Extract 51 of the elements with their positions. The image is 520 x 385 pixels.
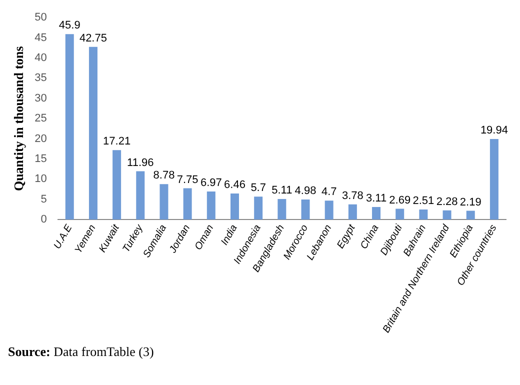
bar: [136, 171, 145, 220]
bar: [396, 208, 404, 220]
data-label: 5.7: [250, 182, 266, 194]
data-label: 3.11: [366, 192, 387, 205]
data-label: 45.9: [58, 20, 80, 32]
bar: [466, 210, 475, 220]
data-label: 2.28: [436, 196, 458, 208]
y-tick-label: 50: [34, 12, 47, 24]
y-tick-label: 45: [34, 32, 47, 44]
bar: [160, 184, 168, 220]
data-label: 11.96: [127, 156, 154, 169]
bar: [206, 191, 216, 220]
bar: [490, 139, 498, 220]
data-label: 7.75: [176, 174, 198, 186]
y-tick-label: 5: [40, 193, 47, 206]
bar: [65, 34, 74, 220]
data-label: 42.75: [79, 32, 107, 44]
bar: [230, 194, 239, 220]
bar: [88, 46, 98, 220]
data-label: 4.7: [321, 186, 337, 198]
y-axis-title: Quantity in thousand tons: [11, 46, 26, 192]
data-label: 2.51: [412, 195, 434, 207]
bar: [183, 188, 192, 220]
y-tick-label: 0: [40, 214, 47, 226]
bar: [324, 200, 334, 220]
bar: [372, 207, 381, 220]
data-label: 5.11: [272, 184, 292, 196]
y-tick-label: 15: [34, 153, 47, 166]
data-label: 6.46: [224, 179, 246, 192]
y-tick-label: 20: [34, 132, 47, 145]
data-label: 2.19: [460, 196, 482, 208]
bar: [442, 210, 452, 220]
bar: [301, 199, 310, 220]
y-tick-label: 40: [34, 52, 47, 64]
y-tick-label: 35: [34, 72, 47, 84]
y-tick-label: 10: [34, 173, 47, 186]
y-tick-label: 30: [34, 92, 47, 104]
data-label: 19.94: [480, 124, 508, 137]
y-tick-label: 25: [34, 112, 47, 125]
bar: [112, 150, 122, 220]
data-label: 2.69: [389, 194, 411, 206]
bar: [278, 198, 286, 220]
data-label: 17.21: [103, 136, 131, 148]
data-label: 3.78: [342, 190, 364, 202]
source-note: Source: Data fromTable (3): [8, 344, 154, 359]
bar: [348, 204, 357, 220]
data-label: 4.98: [294, 185, 316, 198]
bar: [419, 209, 428, 220]
data-label: 8.78: [153, 170, 175, 182]
data-label: 6.97: [200, 176, 222, 189]
bar: [254, 196, 263, 220]
